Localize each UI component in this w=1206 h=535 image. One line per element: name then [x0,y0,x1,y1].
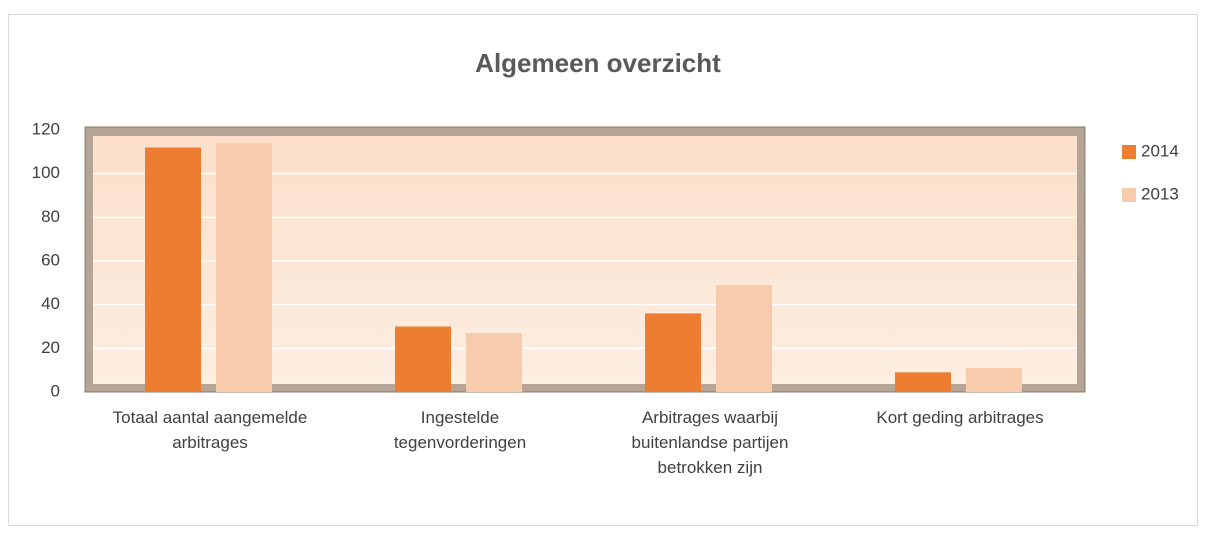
y-tick-label: 40 [41,294,60,313]
legend-swatch [1122,145,1136,159]
bar [216,143,272,392]
legend-label: 2014 [1141,141,1179,160]
x-tick-label: Kort geding arbitrages [876,408,1044,427]
y-tick-label: 20 [41,338,60,357]
x-tick-label: Totaal aantal aangemelde arbitrages [112,408,308,452]
bar [716,285,772,392]
y-tick-label: 0 [51,381,60,400]
y-tick-label: 60 [41,250,60,269]
x-tick-label: Ingestelde tegenvorderingen [393,408,527,452]
bar [895,372,951,392]
y-tick-label: 100 [32,163,60,182]
chart-title: Algemeen overzicht [475,48,721,78]
y-tick-label: 80 [41,207,60,226]
legend-swatch [1122,188,1136,202]
bar [645,313,701,392]
bar [145,147,201,392]
bar [966,367,1022,392]
bar [395,326,451,392]
bar [466,333,522,392]
legend-label: 2013 [1141,184,1179,203]
y-tick-label: 120 [32,119,60,138]
x-tick-label: Arbitrages waarbij buitenlandse partijen… [631,408,789,477]
